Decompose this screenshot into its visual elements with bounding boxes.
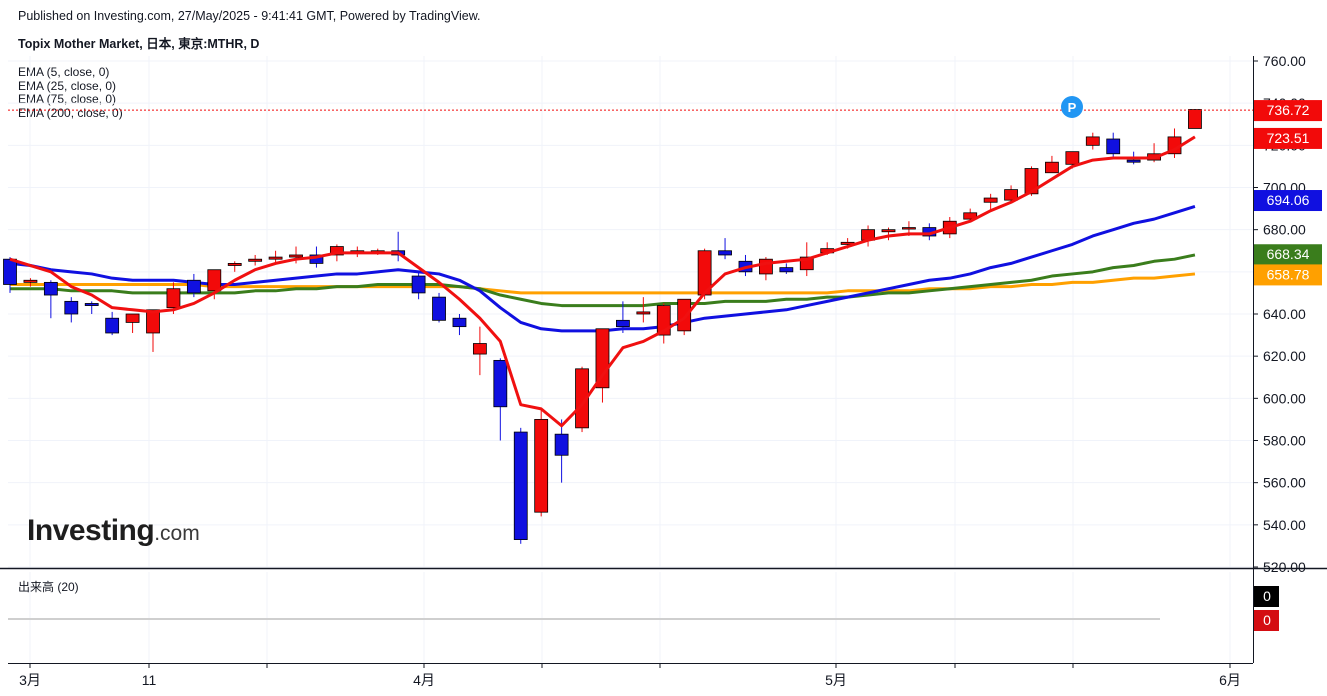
candle-body — [1024, 168, 1039, 195]
candle-body — [186, 279, 201, 294]
candle-body — [207, 269, 222, 292]
legend-ema25[interactable]: EMA (25, close, 0) — [18, 78, 117, 93]
candle-body — [64, 300, 79, 315]
legend-ema75[interactable]: EMA (75, close, 0) — [18, 92, 117, 106]
price-badge — [1254, 190, 1322, 212]
price-badge-label: 658.78 — [1267, 266, 1310, 282]
price-marker-icon[interactable] — [1061, 96, 1083, 118]
price-badge — [1254, 244, 1322, 266]
ema5-line — [9, 135, 1196, 428]
indicator-legend: EMA (5, close, 0) EMA (25, close, 0) EMA… — [18, 65, 123, 120]
candle-body — [1106, 138, 1121, 155]
logo-sub-text: .com — [154, 522, 200, 545]
candle-body — [718, 250, 732, 256]
logo-main-text: Investing — [27, 514, 155, 547]
x-tick-label: 11 — [142, 672, 157, 688]
y-tick-label: 540.00 — [1263, 517, 1306, 533]
candle-body — [616, 319, 630, 328]
legend-ema200[interactable]: EMA (200, close, 0) — [18, 105, 123, 120]
x-tick-label: 5月 — [825, 672, 847, 688]
candle-body — [595, 328, 610, 389]
candle-body — [575, 368, 589, 429]
candle-body — [963, 212, 978, 220]
volume-badge — [1254, 610, 1279, 631]
published-note: Published on Investing.com, 27/May/2025 … — [18, 9, 481, 23]
candle-body — [554, 433, 569, 456]
investing-logo: Investing.com — [27, 514, 200, 548]
x-tick-label: 3月 — [19, 672, 41, 688]
candle-body — [779, 267, 794, 273]
volume-badge — [1254, 586, 1279, 607]
price-badge — [1254, 127, 1322, 149]
ema25-line — [9, 205, 1196, 333]
price-badge-label: 736.72 — [1267, 102, 1310, 118]
candle-body — [472, 343, 487, 355]
candle-body — [1065, 151, 1080, 165]
volume-pane-title: 出来高 (20) — [18, 580, 79, 594]
candle-body — [636, 311, 651, 315]
candle-body — [902, 227, 916, 230]
candle-body — [452, 317, 467, 328]
candle-body — [1085, 136, 1100, 146]
y-tick-label: 580.00 — [1263, 433, 1306, 449]
candle-body — [493, 359, 508, 408]
y-tick-label: 520.00 — [1263, 559, 1306, 575]
y-tick-label: 760.00 — [1263, 53, 1306, 69]
candle-body — [1045, 161, 1059, 174]
price-badge-label: 668.34 — [1267, 246, 1310, 262]
candle-body — [881, 229, 896, 233]
candle-body — [105, 317, 120, 334]
ema75-line — [10, 253, 1196, 308]
price-marker-label: P — [1068, 100, 1077, 115]
instrument-title: Topix Mother Market, 日本, 東京:MTHR, D — [18, 37, 260, 51]
y-tick-label: 640.00 — [1263, 306, 1306, 322]
candle-body — [534, 419, 549, 513]
candle-body — [1126, 159, 1141, 163]
candle-body — [84, 303, 99, 306]
legend-ema5[interactable]: EMA (5, close, 0) — [18, 65, 110, 79]
candle-body — [248, 258, 263, 262]
x-tick-label: 4月 — [413, 672, 435, 688]
y-tick-label: 560.00 — [1263, 475, 1306, 491]
candle-body — [1004, 189, 1018, 201]
price-badge-label: 694.06 — [1267, 192, 1310, 208]
y-tick-label: 600.00 — [1263, 390, 1306, 406]
candle-body — [983, 197, 998, 203]
price-badge — [1254, 264, 1322, 286]
price-badge-label: 723.51 — [1267, 130, 1310, 146]
candle-body — [268, 256, 283, 260]
candle-body — [1188, 109, 1202, 129]
candle-body — [677, 298, 692, 332]
candle-body — [146, 309, 160, 334]
candle-body — [3, 258, 17, 285]
candle-body — [759, 258, 773, 275]
candle-body — [513, 431, 528, 540]
candle-body — [432, 296, 446, 321]
volume-badge-label: 0 — [1263, 588, 1271, 604]
candle-body — [125, 313, 140, 323]
candle-body — [166, 288, 181, 309]
candle-body — [43, 281, 58, 296]
candle-body — [411, 275, 426, 294]
y-tick-label: 620.00 — [1263, 348, 1306, 364]
y-tick-label: 680.00 — [1263, 222, 1306, 238]
candle-body — [227, 262, 242, 266]
x-tick-label: 6月 — [1219, 672, 1241, 688]
candle-body — [23, 279, 38, 283]
price-badge — [1254, 100, 1322, 122]
candle-body — [329, 246, 344, 256]
candle-body — [289, 254, 303, 258]
volume-badge-label: 0 — [1263, 612, 1271, 628]
